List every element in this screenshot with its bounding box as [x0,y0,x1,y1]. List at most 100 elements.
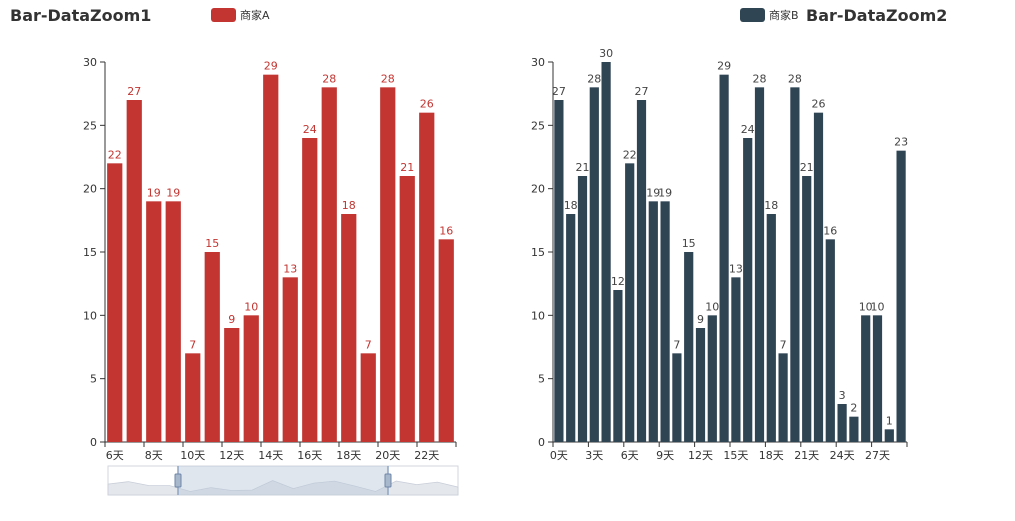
bar-value-label: 10 [871,300,885,313]
x-axis-tick-label: 3天 [585,449,603,462]
bar[interactable] [743,138,753,442]
bar[interactable] [861,315,871,442]
bar[interactable] [766,214,776,442]
chart1-legend[interactable]: 商家A [211,8,270,22]
bar[interactable] [282,277,298,442]
bar[interactable] [684,252,694,442]
bar[interactable] [672,353,682,442]
datazoom-selected-range[interactable] [178,466,388,495]
bar-value-label: 10 [244,300,258,313]
bar-value-label: 7 [189,338,196,351]
bar-value-label: 12 [611,275,625,288]
chart2-legend-label[interactable]: 商家B [769,8,799,22]
bar[interactable] [577,176,588,442]
bar[interactable] [126,100,142,442]
bar[interactable] [790,87,800,442]
bar[interactable] [695,328,706,442]
datazoom-left-handle[interactable] [174,473,182,488]
chart2-legend[interactable]: 商家B [740,8,799,22]
chart1-datazoom-slider[interactable] [107,465,459,496]
bar[interactable] [321,87,337,442]
chart1-title: Bar-DataZoom1 [10,6,151,25]
bar[interactable] [419,112,435,443]
bar-value-label: 19 [646,186,660,199]
bar-value-label: 18 [342,199,356,212]
bar[interactable] [778,353,788,442]
y-axis-tick-label: 10 [531,309,545,322]
bar[interactable] [660,201,670,442]
bar[interactable] [243,315,259,442]
bar-value-label: 27 [635,85,649,98]
chart1-plot: 0 5 10 15 20 25 30 6天 8天 10天 12天 14天 16天 18天 20天 22天 22 2… [83,56,457,462]
y-axis-tick-label: 20 [531,183,545,196]
bar[interactable] [648,201,658,442]
bar[interactable] [731,277,741,442]
bar-value-label: 26 [812,98,826,111]
bar-value-label: 28 [753,72,767,85]
bar[interactable] [837,404,847,442]
bar[interactable] [224,328,240,442]
y-axis-tick-label: 30 [83,56,97,69]
bar-value-label: 24 [741,123,755,136]
bar[interactable] [204,252,220,442]
y-axis-tick-label: 0 [90,436,97,449]
bar-value-label: 15 [682,237,696,250]
x-axis-tick-label: 18天 [759,449,784,462]
bar[interactable] [380,87,396,442]
bar[interactable] [825,239,835,442]
x-axis-tick-label: 20天 [375,449,400,462]
bar-value-label: 2 [850,402,857,415]
bar-value-label: 28 [788,72,802,85]
x-axis-tick-label: 12天 [688,449,713,462]
bar[interactable] [165,201,181,442]
bar-value-label: 18 [764,199,778,212]
x-axis-tick-label: 14天 [258,449,283,462]
bar[interactable] [566,214,576,442]
bar[interactable] [185,353,201,442]
bar[interactable] [849,416,859,442]
bar[interactable] [302,138,318,442]
bar[interactable] [802,176,812,442]
bar[interactable] [707,315,717,442]
bar[interactable] [399,176,415,442]
bar-value-label: 10 [705,300,719,313]
chart2-legend-swatch[interactable] [740,8,765,22]
bar[interactable] [438,239,454,442]
bar-value-label: 24 [303,123,317,136]
bar[interactable] [601,62,611,442]
chart1-legend-label[interactable]: 商家A [240,8,270,22]
bar[interactable] [360,353,376,442]
bar[interactable] [636,100,647,442]
y-axis-tick-label: 15 [83,246,97,259]
bar-value-label: 16 [439,224,453,237]
bar[interactable] [872,315,883,442]
bar[interactable] [754,87,765,442]
bar-value-label: 27 [552,85,566,98]
bar[interactable] [719,74,729,443]
bar[interactable] [263,74,279,443]
x-axis-tick-label: 12天 [219,449,244,462]
bar-value-label: 19 [166,186,180,199]
bar[interactable] [813,112,824,443]
bar[interactable] [625,163,635,443]
bar-value-label: 16 [823,224,837,237]
x-axis-tick-label: 6天 [106,449,124,462]
bar[interactable] [107,163,123,443]
chart1-legend-swatch[interactable] [211,8,236,22]
datazoom-right-handle[interactable] [384,473,392,488]
bar[interactable] [554,100,564,442]
datazoom-data-shadow [107,480,459,496]
x-axis-tick-label: 8天 [145,449,163,462]
y-axis-tick-label: 15 [531,246,545,259]
bar[interactable] [884,429,894,442]
bar[interactable] [896,150,906,442]
bar[interactable] [589,87,599,442]
bar-value-label: 21 [400,161,414,174]
bar[interactable] [341,214,357,442]
bar-value-label: 9 [228,313,235,326]
bar[interactable] [146,201,162,442]
bar[interactable] [613,290,623,442]
bar-value-label: 27 [127,85,141,98]
x-axis-tick-label: 27天 [865,449,890,462]
